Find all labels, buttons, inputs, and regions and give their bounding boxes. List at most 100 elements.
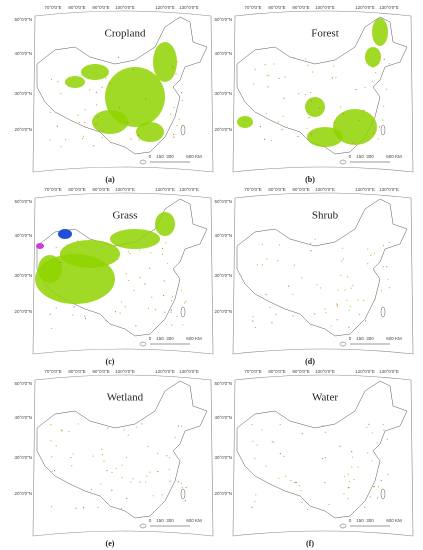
land-cover-dot — [382, 265, 384, 268]
latitude-label: 20°0'0"N — [214, 309, 232, 314]
land-cover-dot — [308, 117, 310, 119]
land-cover-dot — [324, 308, 326, 310]
latitude-label: 50°0'0"N — [14, 381, 32, 386]
land-cover-dot — [344, 289, 346, 291]
land-cover-dot — [51, 470, 53, 472]
land-cover-dot — [173, 106, 175, 108]
land-cover-dot — [184, 500, 187, 502]
map-frame — [232, 10, 414, 173]
panel-title: Grass — [112, 210, 137, 222]
longitude-label: 120°0'0"E — [355, 187, 375, 192]
scale-tick-label: 600 — [186, 518, 194, 523]
land-cover-dot — [101, 86, 103, 88]
scale-tick-label: 300 — [366, 154, 374, 159]
land-cover-dot — [57, 81, 59, 83]
land-cover-dot — [95, 124, 97, 126]
land-cover-dot — [256, 444, 258, 446]
land-cover-dot — [347, 473, 349, 475]
land-cover-dot — [270, 139, 272, 141]
panel-title: Wetland — [107, 392, 144, 404]
land-cover-dot — [382, 119, 384, 121]
land-cover-dot — [64, 139, 67, 141]
land-cover-dot — [380, 289, 382, 291]
land-cover-dot — [385, 88, 388, 90]
land-cover-dot — [156, 452, 159, 455]
land-cover-dot — [126, 497, 128, 500]
land-cover-dot — [387, 278, 389, 280]
land-cover-dot — [307, 64, 309, 66]
scale-tick-label: 0 — [149, 336, 152, 341]
land-cover-area — [237, 116, 253, 128]
land-cover-dot — [115, 467, 117, 469]
land-cover-dot — [163, 78, 165, 80]
longitude-label: 80°0'0"E — [268, 5, 285, 10]
map-panel: 70°0'0"E 80°0'0"E 90°0'0"E 100°0'0"E 120°0'0… — [214, 5, 414, 184]
land-cover-dot — [388, 287, 391, 289]
land-cover-dot — [137, 69, 140, 71]
land-cover-dot — [319, 287, 322, 289]
land-cover-dot — [253, 83, 255, 85]
scale-tick-label: 0 — [149, 154, 152, 159]
land-cover-dot — [348, 309, 350, 311]
land-cover-dot — [293, 264, 296, 266]
latitude-label: 40°0'0"N — [214, 415, 232, 420]
map-frame — [232, 374, 414, 537]
land-cover-dot — [336, 304, 338, 306]
land-cover-dot — [282, 115, 284, 117]
map-panel: 70°0'0"E 80°0'0"E 90°0'0"E 100°0'0"E 120°0'0… — [214, 187, 414, 366]
land-cover-dot — [168, 468, 170, 470]
land-cover-dot — [358, 119, 360, 121]
land-cover-dot — [283, 97, 285, 99]
land-cover-dot — [357, 466, 359, 468]
land-cover-dot — [364, 86, 366, 89]
land-cover-dot — [334, 141, 336, 143]
land-cover-dot — [167, 263, 169, 265]
panel-title: Water — [312, 392, 338, 404]
land-cover-dot — [311, 134, 313, 137]
land-cover-dot — [375, 71, 377, 74]
latitude-label: 50°0'0"N — [14, 17, 32, 22]
land-cover-dot — [254, 458, 256, 460]
latitude-label: 30°0'0"N — [14, 273, 32, 278]
land-cover-dot — [325, 312, 327, 314]
scale-tick-label: 600 — [386, 518, 394, 523]
land-cover-dot — [281, 129, 283, 131]
land-cover-dot — [128, 117, 130, 119]
land-cover-dot — [261, 429, 263, 431]
land-cover-area — [58, 229, 72, 239]
land-cover-dot — [170, 299, 172, 302]
land-cover-dot — [306, 127, 308, 129]
land-cover-dot — [124, 305, 126, 308]
land-cover-dot — [177, 425, 180, 427]
land-cover-dot — [265, 465, 267, 467]
land-cover-dot — [348, 326, 350, 328]
map-frame — [32, 10, 214, 173]
longitude-label: 130°0'0"E — [379, 5, 399, 10]
land-cover-dot — [273, 63, 275, 65]
land-cover-dot — [49, 313, 51, 315]
land-cover-dot — [76, 240, 78, 242]
land-cover-dot — [119, 312, 121, 314]
land-cover-dot — [170, 311, 172, 313]
land-cover-dot — [162, 247, 164, 250]
land-cover-dot — [252, 320, 254, 322]
land-cover-dot — [77, 293, 79, 295]
land-cover-dot — [153, 100, 155, 102]
land-cover-dot — [128, 279, 130, 281]
land-cover-dot — [337, 289, 339, 291]
land-cover-dot — [97, 506, 99, 509]
land-cover-dot — [185, 300, 187, 302]
land-cover-dot — [55, 307, 57, 309]
land-cover-dot — [324, 457, 326, 459]
land-cover-dot — [335, 76, 337, 78]
land-cover-dot — [121, 101, 123, 104]
land-cover-dot — [349, 305, 351, 308]
land-cover-dot — [165, 242, 167, 244]
longitude-label: 90°0'0"E — [92, 5, 109, 10]
longitude-label: 90°0'0"E — [92, 187, 109, 192]
land-cover-dot — [125, 118, 127, 120]
map-panel: 70°0'0"E 80°0'0"E 90°0'0"E 100°0'0"E 120°0'0… — [14, 369, 214, 548]
land-cover-dot — [73, 306, 75, 308]
longitude-label: 80°0'0"E — [268, 369, 285, 374]
